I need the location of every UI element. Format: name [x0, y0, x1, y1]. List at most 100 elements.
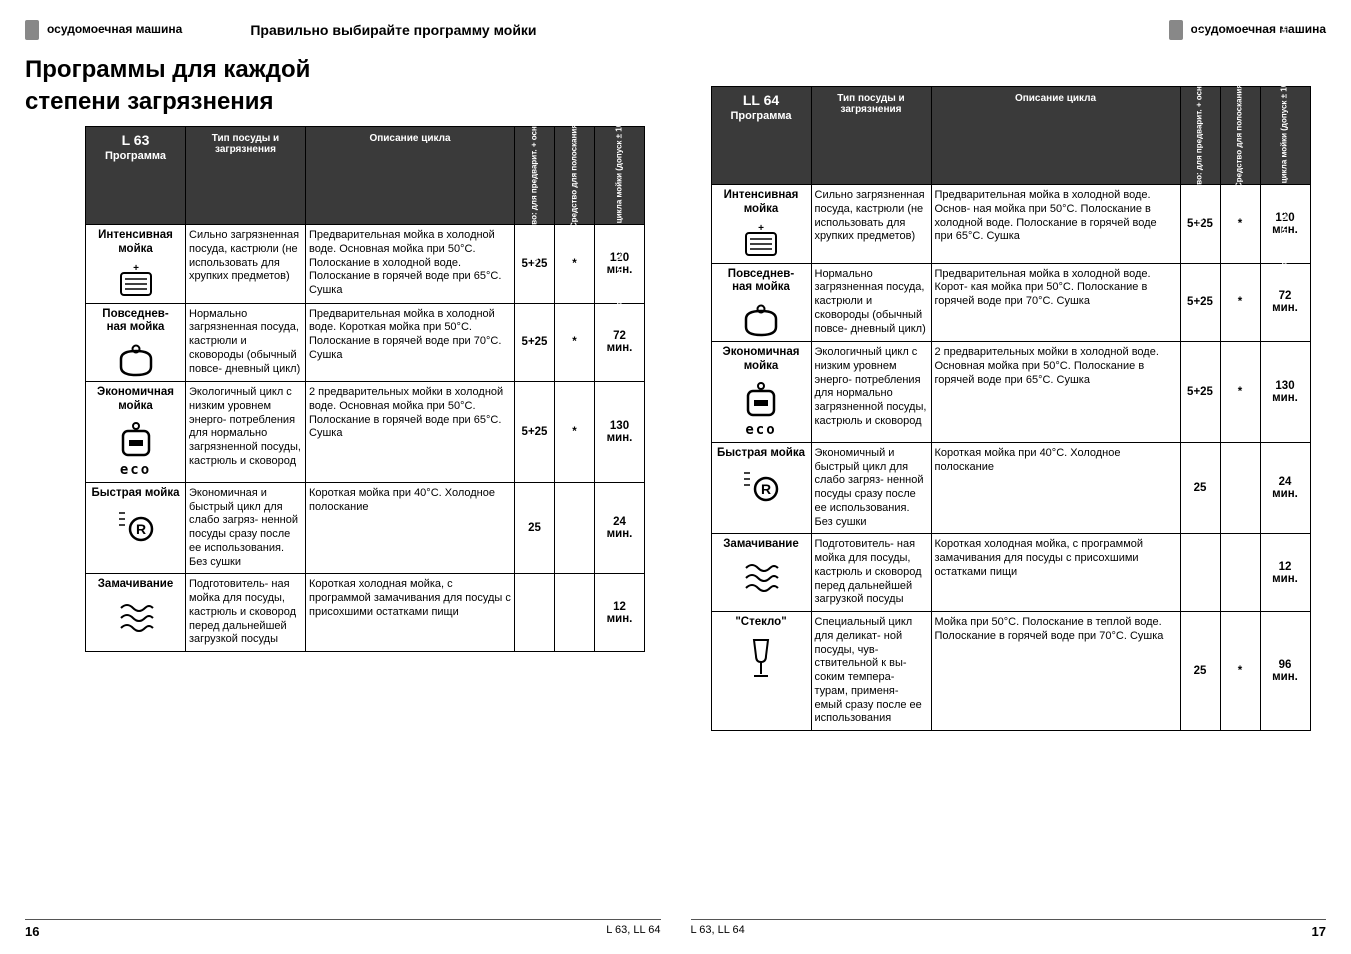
value-cell: 25 — [1180, 442, 1220, 534]
type-cell: Специальный цикл для деликат- ной посуды… — [811, 612, 931, 731]
program-name: Замачивание — [715, 538, 808, 552]
program-cell: Повседнев- ная мойка — [86, 303, 186, 382]
program-cell: "Стекло" — [711, 612, 811, 731]
tbody-right: Интенсивная мойка + Сильно загрязненная по… — [711, 185, 1310, 731]
value-cell: * — [555, 382, 595, 483]
page-subtitle: Правильно выбирайте программу мойки — [250, 22, 536, 38]
value-cell: * — [1220, 263, 1260, 342]
value-cell — [515, 574, 555, 652]
desc-cell: Предварительная мойка в холодной воде. К… — [931, 263, 1180, 342]
duration-cell: 24мин. — [595, 482, 645, 574]
eco-icon — [740, 380, 782, 420]
svg-text:R: R — [761, 481, 771, 497]
programs-table-left: L 63 Программа Тип посуды и загрязнения … — [85, 126, 645, 652]
brand-logo-icon — [25, 20, 39, 40]
model-label: L 63 — [90, 133, 181, 148]
program-name: Интенсивная мойка — [89, 229, 182, 257]
table-row: Замачивание Подготовитель- ная мойка для … — [86, 574, 645, 652]
th-duration: Продолжитель- ность цикла мойки (допуск … — [595, 127, 645, 225]
program-name: Интенсивная мойка — [715, 189, 808, 217]
program-cell: Повседнев- ная мойка — [711, 263, 811, 342]
desc-cell: Мойка при 50°C. Полоскание в теплой воде… — [931, 612, 1180, 731]
th-duration-text: Продолжитель- ность цикла мойки (допуск … — [1281, 0, 1290, 272]
daily-icon — [115, 341, 157, 377]
glass-icon — [740, 636, 782, 680]
value-cell: 25 — [1180, 612, 1220, 731]
program-name: Быстрая мойка — [715, 447, 808, 461]
table-row: Быстрая мойкаRЭкономичный и быстрый цикл… — [711, 442, 1310, 534]
table-row: Интенсивная мойка + Сильно загрязненная по… — [711, 185, 1310, 264]
th-duration-text: Продолжитель- ность цикла мойки (допуск … — [615, 39, 624, 312]
value-cell: 5+25 — [515, 303, 555, 382]
tbody-left: Интенсивная мойка+Сильно загрязненная по… — [86, 225, 645, 652]
th-program: LL 64 Программа — [711, 87, 811, 185]
page-left: осудомоечная машина Правильно выбирайте … — [25, 20, 661, 939]
duration-cell: 72мин. — [595, 303, 645, 382]
table-row: Повседнев- ная мойкаНормально загрязненн… — [711, 263, 1310, 342]
value-cell — [1220, 442, 1260, 534]
desc-cell: Короткая холодная мойка, с программой за… — [306, 574, 515, 652]
intensive-icon: + — [740, 223, 782, 259]
duration-cell: 96мин. — [1260, 612, 1310, 731]
daily-icon — [740, 301, 782, 337]
value-cell: * — [1220, 612, 1260, 731]
program-cell: Интенсивная мойка + — [711, 185, 811, 264]
program-label: Программа — [90, 150, 181, 162]
soak-icon — [115, 598, 157, 634]
desc-cell: Предварительная мойка в холодной воде. О… — [931, 185, 1180, 264]
program-name: Быстрая мойка — [89, 487, 182, 501]
brand-text: осудомоечная машина — [1191, 23, 1326, 36]
duration-cell: 24мин. — [1260, 442, 1310, 534]
table-row: Повседнев- ная мойкаНормально загрязненн… — [86, 303, 645, 382]
table-row: Быстрая мойкаRЭкономичная и быстрый цикл… — [86, 482, 645, 574]
heading-line-2: степени загрязнения — [25, 88, 661, 116]
program-cell: Быстрая мойка R — [711, 442, 811, 534]
th-detergent: Моющее редство: для предварит. + основна… — [1180, 87, 1220, 185]
type-cell: Подготовитель- ная мойка для посуды, кас… — [811, 534, 931, 612]
th-program: L 63 Программа — [86, 127, 186, 225]
th-detergent: Моющее редство: для предварит. + основна… — [515, 127, 555, 225]
desc-cell: Короткая мойка при 40°C. Холодное полоск… — [306, 482, 515, 574]
th-rinse-text: Средство для полоскания — [570, 123, 579, 227]
type-cell: Сильно загрязненная посуда, кастрюли (не… — [186, 225, 306, 304]
program-name: Повседнев- ная мойка — [715, 268, 808, 296]
eco-label: eco — [89, 462, 182, 478]
th-desc: Описание цикла — [306, 127, 515, 225]
model-label: LL 64 — [716, 93, 807, 108]
duration-cell: 130мин. — [1260, 342, 1310, 443]
value-cell — [1220, 534, 1260, 612]
program-cell: Экономичная мойка eco — [86, 382, 186, 483]
program-label: Программа — [716, 110, 807, 122]
desc-cell: 2 предварительных мойки в холодной воде.… — [931, 342, 1180, 443]
desc-cell: Предварительная мойка в холодной воде. О… — [306, 225, 515, 304]
value-cell — [555, 482, 595, 574]
table-row: "Стекло"Специальный цикл для деликат- но… — [711, 612, 1310, 731]
type-cell: Экологичный цикл с низким уровнем энерго… — [186, 382, 306, 483]
header-left: осудомоечная машина Правильно выбирайте … — [25, 20, 661, 40]
th-desc: Описание цикла — [931, 87, 1180, 185]
footer-left: 16 L 63, LL 64 — [25, 919, 661, 939]
program-name: Экономичная мойка — [89, 386, 182, 414]
svg-text:R: R — [135, 521, 145, 537]
table-row: Экономичная мойка ecoЭкологичный цикл с н… — [86, 382, 645, 483]
program-name: "Стекло" — [715, 616, 808, 630]
type-cell: Сильно загрязненная посуда, кастрюли (не… — [811, 185, 931, 264]
rapid-icon: R — [740, 467, 782, 503]
program-cell: Интенсивная мойка+ — [86, 225, 186, 304]
program-name: Замачивание — [89, 578, 182, 592]
type-cell: Подготовитель- ная мойка для посуды, кас… — [186, 574, 306, 652]
table-row: Экономичная мойкаecoЭкологичный цикл с н… — [711, 342, 1310, 443]
value-cell: * — [555, 225, 595, 304]
desc-cell: 2 предварительных мойки в холодной воде.… — [306, 382, 515, 483]
value-cell: * — [1220, 342, 1260, 443]
eco-label: eco — [715, 422, 808, 438]
th-type: Тип посуды и загрязнения — [186, 127, 306, 225]
content-right: LL 64 Программа Тип посуды и загрязнения… — [691, 50, 1327, 911]
page-right: осудомоечная машина LL 64 Программа Тип … — [691, 20, 1327, 939]
value-cell: * — [1220, 185, 1260, 264]
footer-model-left: L 63, LL 64 — [606, 924, 660, 939]
value-cell: 5+25 — [1180, 263, 1220, 342]
program-name: Экономичная мойка — [715, 346, 808, 374]
rapid-icon: R — [115, 507, 157, 543]
footer-right: L 63, LL 64 17 — [691, 919, 1327, 939]
